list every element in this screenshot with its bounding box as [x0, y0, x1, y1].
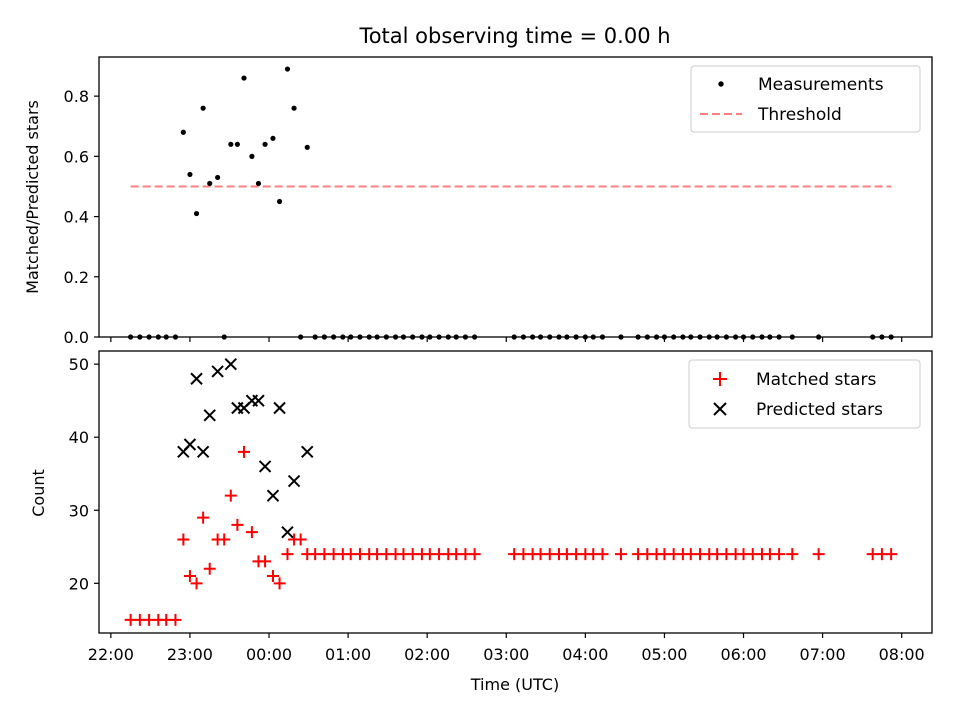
predicted-star-marker: [273, 401, 286, 415]
count-y-ticks: 20 30 40 50: [69, 355, 99, 593]
x-tick-label: 00:00: [246, 645, 292, 664]
x-tick-label: 02:00: [404, 645, 450, 664]
measurement-point: [234, 141, 240, 147]
matched-star-marker: [177, 533, 190, 546]
x-tick-label: 04:00: [562, 645, 608, 664]
x-tick-label: 22:00: [88, 645, 134, 664]
ratio-plot-frame: [98, 56, 933, 338]
measurement-point: [284, 66, 291, 72]
measurement-point: [200, 105, 206, 111]
legend-predicted-marker: [713, 402, 727, 416]
measurement-point: [187, 171, 193, 178]
matched-star-marker: [218, 533, 231, 546]
measurement-point: [291, 105, 297, 111]
legend-measurements: Measurements: [758, 75, 884, 95]
matched-star-marker: [273, 577, 286, 590]
matched-star-marker: [266, 570, 279, 583]
measurement-point: [276, 198, 283, 205]
measurement-point: [215, 174, 221, 181]
predicted-star-marker: [196, 445, 210, 459]
measurement-point: [262, 141, 268, 147]
measurement-point: [270, 135, 276, 141]
measurement-point: [304, 144, 310, 150]
y-tick-label: 30: [69, 501, 89, 520]
measurement-point: [207, 180, 213, 187]
count-y-axis-label: Count: [29, 469, 48, 517]
y-tick-label: 0.4: [64, 208, 89, 227]
y-tick-label: 0.8: [64, 87, 89, 106]
x-tick-label: 03:00: [483, 645, 529, 664]
ratio-legend: Measurements Threshold: [690, 65, 921, 133]
measurement-point: [241, 75, 247, 81]
matched-star-marker: [231, 518, 244, 531]
measurement-point: [193, 210, 200, 217]
matched-star-marker: [224, 489, 237, 502]
legend-predicted-stars: Predicted stars: [756, 400, 883, 420]
matched-star-marker: [812, 548, 825, 561]
y-tick-label: 0.0: [64, 328, 89, 347]
predicted-star-marker: [183, 438, 197, 451]
predicted-star-marker: [258, 460, 272, 473]
matched-stars-points: [124, 445, 898, 626]
predicted-star-marker: [252, 394, 265, 407]
measurement-point: [180, 129, 186, 135]
matched-star-marker: [259, 555, 272, 568]
y-tick-label: 0.2: [64, 268, 89, 287]
predicted-star-marker: [203, 409, 216, 422]
predicted-star-marker: [211, 365, 224, 378]
legend-matched-marker: [713, 372, 727, 386]
matched-star-marker: [885, 548, 898, 561]
measurement-point: [255, 180, 262, 187]
y-tick-label: 40: [69, 428, 89, 447]
x-tick-label: 05:00: [641, 645, 687, 664]
matched-star-marker: [786, 548, 799, 561]
legend-threshold: Threshold: [757, 105, 842, 125]
measurement-point: [228, 141, 234, 147]
y-tick-label: 20: [69, 574, 89, 593]
count-x-axis-label: Time (UTC): [470, 675, 559, 694]
matched-star-marker: [596, 548, 609, 561]
x-tick-label: 23:00: [167, 645, 213, 664]
matched-star-marker: [183, 570, 196, 583]
x-tick-label: 06:00: [720, 645, 766, 664]
ratio-y-ticks: 0.0 0.2 0.4 0.6 0.8: [64, 87, 99, 347]
x-tick-label: 07:00: [800, 645, 846, 664]
ratio-panel: Matched/Predicted stars 0.00.20.40.60.8 …: [23, 56, 933, 347]
predicted-star-marker: [301, 445, 314, 459]
predicted-star-marker: [266, 489, 280, 502]
predicted-star-marker: [281, 525, 294, 539]
matched-star-marker: [281, 548, 294, 561]
legend-measurement-marker: [718, 81, 724, 87]
measurement-point: [249, 153, 255, 159]
x-tick-label: 01:00: [325, 645, 371, 664]
matched-star-marker: [773, 548, 786, 561]
x-tick-label: 08:00: [879, 645, 925, 664]
ratio-x-ticks: [110, 337, 903, 342]
matched-star-marker: [169, 613, 182, 626]
matched-star-marker: [468, 548, 481, 561]
ratio-y-axis-label: Matched/Predicted stars: [23, 100, 42, 294]
matched-star-marker: [294, 533, 307, 546]
y-tick-label: 50: [69, 355, 89, 374]
count-plot-frame: [98, 350, 933, 634]
legend-matched-stars: Matched stars: [756, 370, 876, 390]
chart-title: Total observing time = 0.00 h: [358, 24, 670, 48]
count-panel: Count Time (UTC) 20 30 40 50 22:00 23:00 00:0…: [29, 350, 933, 694]
count-x-ticks: 22:00 23:00 00:00 01:00 02:00 03:00 04:00 05:00…: [88, 633, 925, 664]
matched-star-marker: [237, 445, 250, 458]
predicted-stars-points: [177, 357, 314, 539]
matched-star-marker: [245, 526, 258, 539]
matched-star-marker: [197, 511, 210, 524]
y-tick-label: 0.6: [64, 147, 89, 166]
count-legend: Matched stars Predicted stars: [688, 359, 921, 429]
predicted-star-marker: [190, 372, 203, 385]
matched-star-marker: [190, 577, 203, 590]
matched-star-marker: [203, 562, 216, 575]
matched-star-marker: [614, 548, 627, 561]
predicted-star-marker: [224, 357, 238, 371]
predicted-star-marker: [287, 474, 301, 488]
